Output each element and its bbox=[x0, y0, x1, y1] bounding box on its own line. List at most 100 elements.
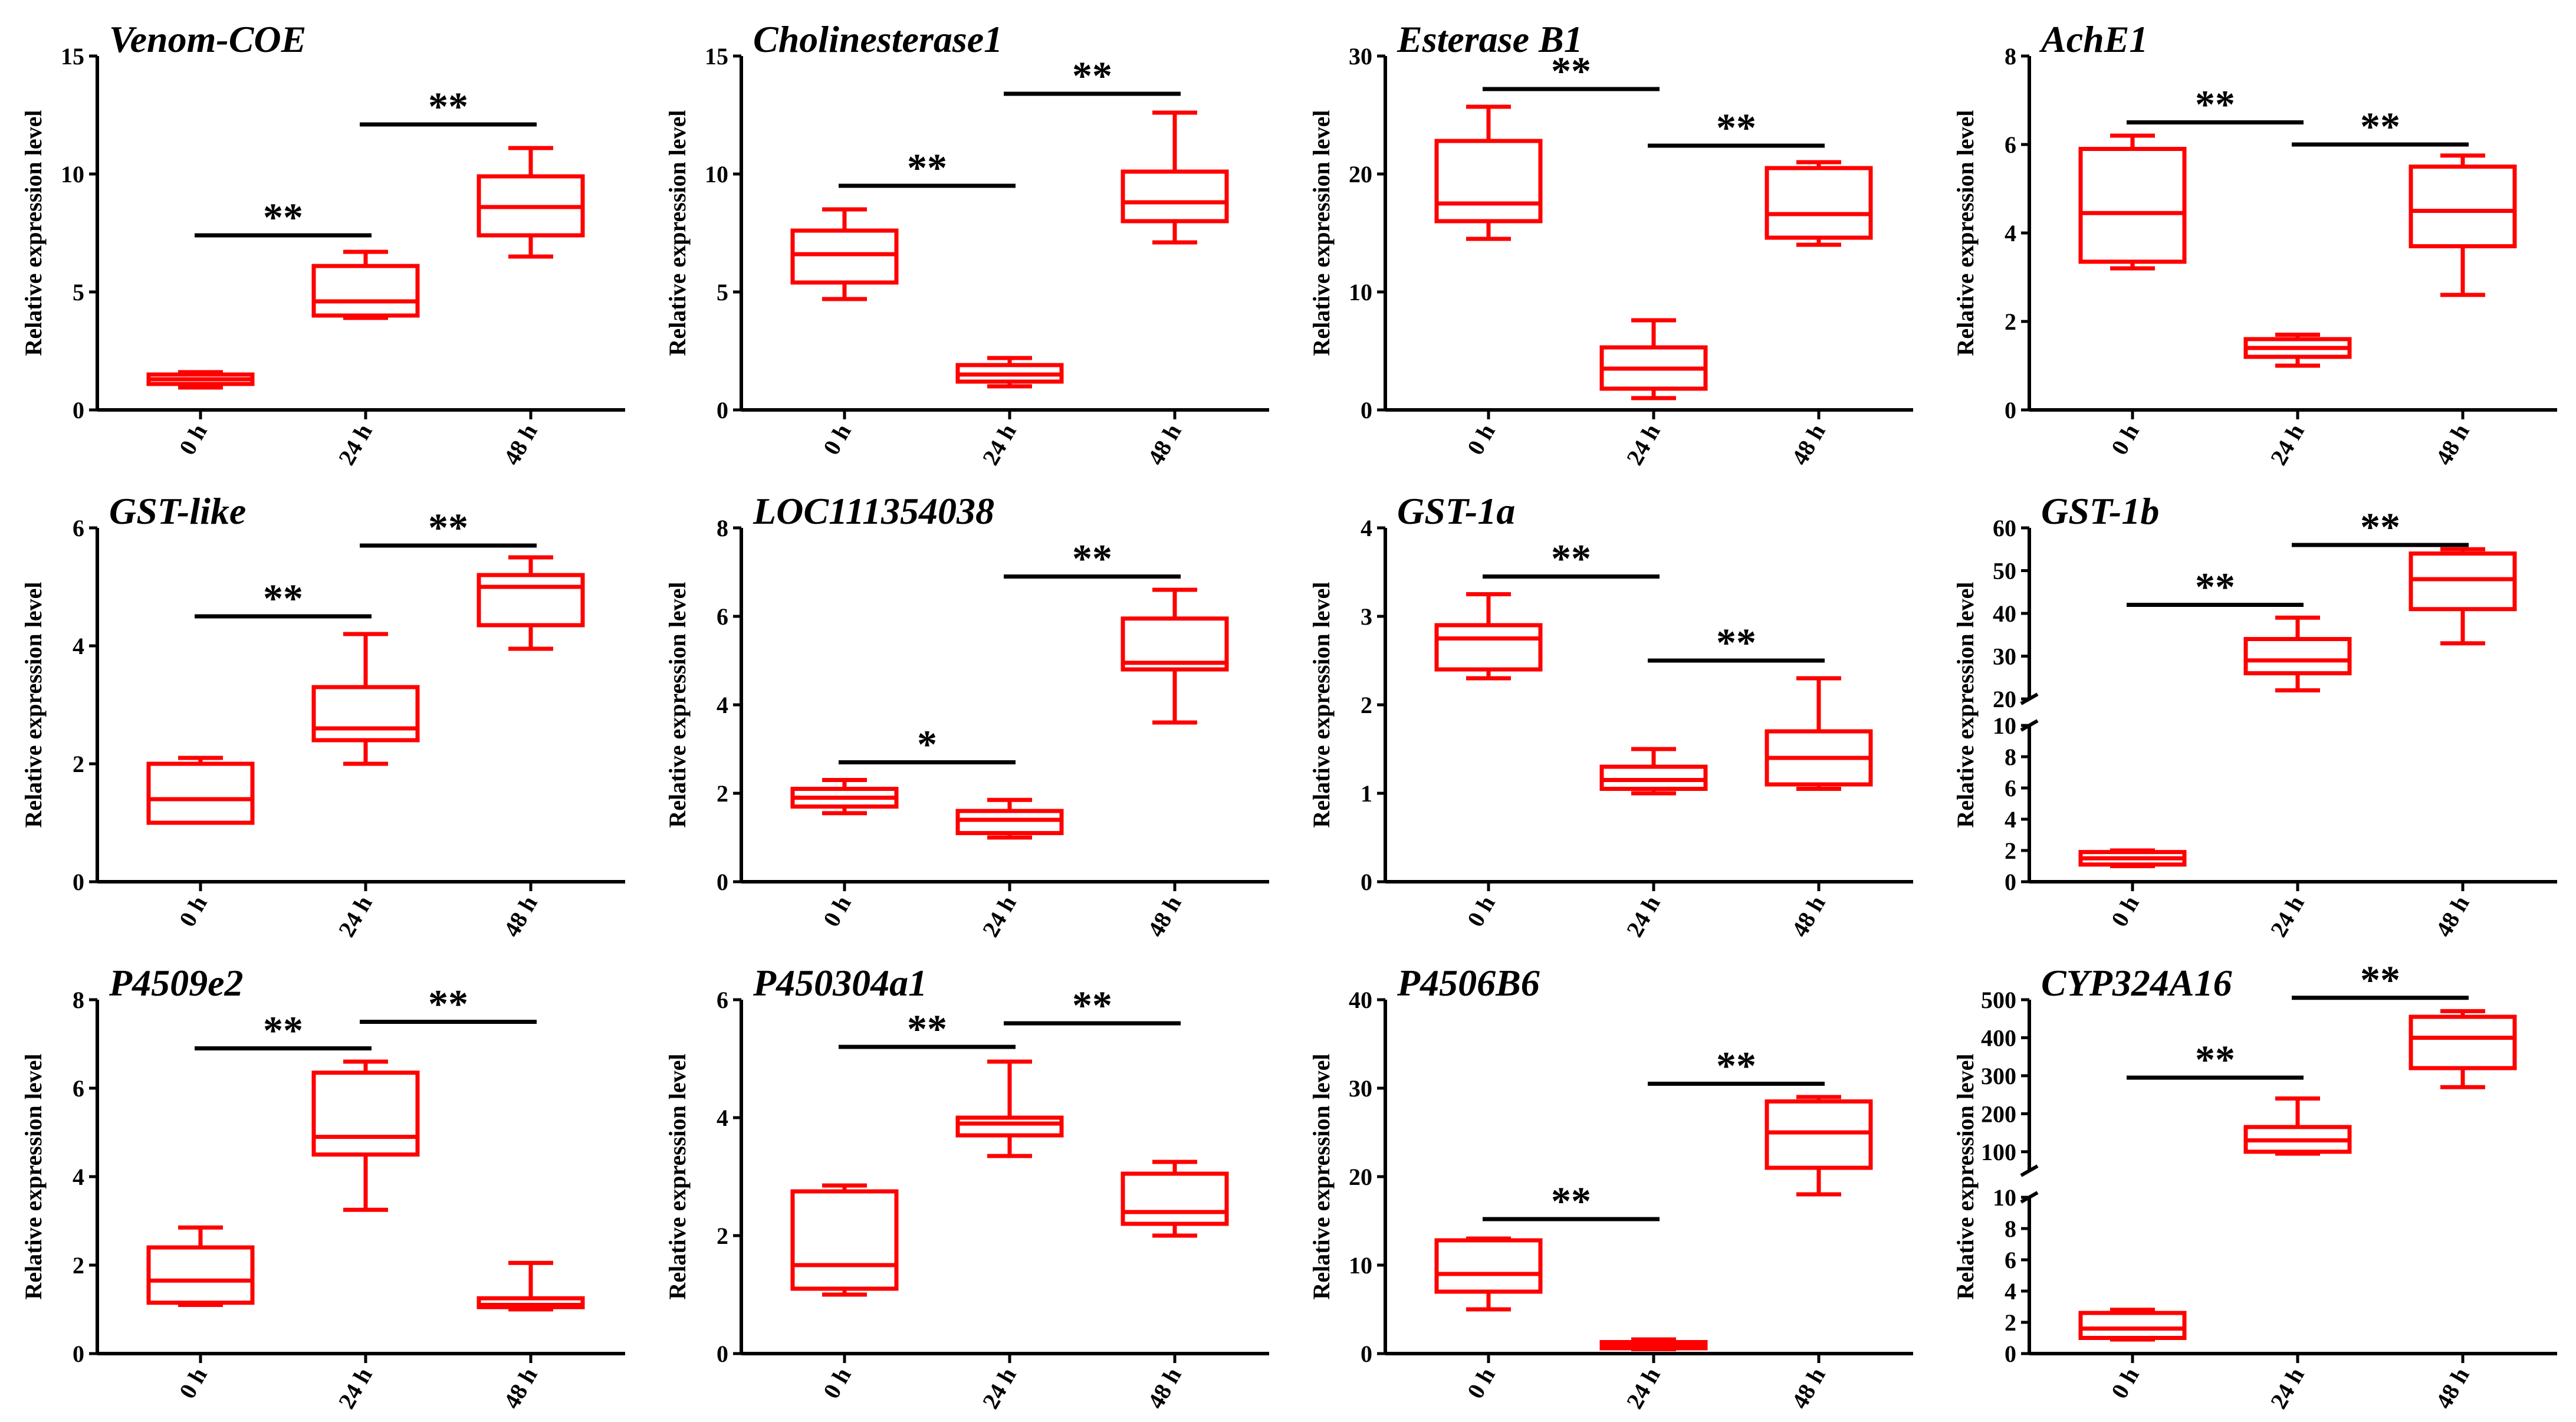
x-tick-label: 0 h bbox=[2106, 1363, 2144, 1403]
y-axis-label: Relative expression level bbox=[664, 582, 691, 828]
y-tick-label: 8 bbox=[2005, 1216, 2016, 1242]
x-tick-label: 0 h bbox=[818, 419, 856, 459]
chart-title: P4509e2 bbox=[109, 962, 244, 1004]
box-0h bbox=[2078, 848, 2187, 868]
y-tick-label: 4 bbox=[1361, 515, 1372, 541]
y-axis-label: Relative expression level bbox=[1952, 110, 1979, 356]
box-48h bbox=[1121, 587, 1229, 725]
y-tick-label: 30 bbox=[1993, 643, 2016, 670]
x-tick-label: 24 h bbox=[333, 891, 377, 941]
box-24h bbox=[2243, 615, 2352, 692]
significance-label: ** bbox=[1551, 1178, 1591, 1223]
y-tick-label: 0 bbox=[717, 1341, 728, 1367]
y-tick-label: 4 bbox=[73, 633, 84, 659]
y-tick-label: 6 bbox=[73, 515, 84, 541]
x-tick-label: 24 h bbox=[2265, 891, 2309, 941]
iqr-box bbox=[2409, 551, 2517, 612]
significance-label: ** bbox=[263, 1008, 303, 1053]
y-tick-label: 500 bbox=[1981, 987, 2016, 1013]
y-tick-label: 0 bbox=[73, 869, 84, 895]
y-tick-label: 20 bbox=[1349, 161, 1372, 188]
x-tick-label: 48 h bbox=[1786, 419, 1831, 469]
y-tick-label: 0 bbox=[2005, 869, 2016, 895]
y-tick-label: 20 bbox=[1349, 1164, 1372, 1190]
x-tick-label: 24 h bbox=[1621, 1363, 1665, 1413]
chart-panel-1: 0 5 10 15 Relative expression level Venom-COE… bbox=[20, 18, 625, 469]
y-tick-label: 15 bbox=[705, 43, 728, 70]
axis-break-mark bbox=[2020, 1164, 2039, 1177]
chart-panel-4: 0 2 4 6 8 Relative expression level AchE1 0 h 24… bbox=[1952, 18, 2557, 469]
y-tick-label: 6 bbox=[2005, 775, 2016, 802]
x-tick-label: 0 h bbox=[2106, 419, 2144, 459]
box-48h bbox=[2409, 1009, 2517, 1089]
y-tick-label: 5 bbox=[717, 279, 728, 306]
iqr-box bbox=[477, 1296, 585, 1309]
significance-label: ** bbox=[2360, 504, 2400, 549]
y-tick-label: 300 bbox=[1981, 1063, 2016, 1089]
x-tick-label: 0 h bbox=[1462, 891, 1500, 931]
iqr-box bbox=[1765, 1099, 1873, 1170]
y-tick-label: 4 bbox=[2005, 220, 2016, 247]
box-48h bbox=[1765, 676, 1873, 791]
y-tick-label: 3 bbox=[1361, 603, 1372, 630]
y-axis-label: Relative expression level bbox=[664, 1054, 691, 1300]
chart-panel-2: 0 5 10 15 Relative expression level Cholinest… bbox=[664, 18, 1269, 469]
box-24h bbox=[311, 1059, 420, 1212]
y-tick-label: 2 bbox=[2005, 838, 2016, 864]
x-tick-label: 24 h bbox=[977, 419, 1021, 469]
y-axis-label: Relative expression level bbox=[20, 582, 47, 828]
y-tick-label: 15 bbox=[61, 43, 84, 70]
chart-panel-10: 0 2 4 6 Relative expression level P450304a1 0 … bbox=[664, 962, 1269, 1413]
y-tick-label: 2 bbox=[717, 1223, 728, 1249]
x-tick-label: 0 h bbox=[1462, 419, 1500, 459]
chart-title: P450304a1 bbox=[753, 962, 927, 1004]
significance-label: ** bbox=[1716, 1043, 1756, 1088]
x-tick-label: 48 h bbox=[1786, 891, 1831, 941]
y-tick-label: 30 bbox=[1349, 43, 1372, 70]
y-tick-label: 4 bbox=[717, 692, 728, 718]
box-24h bbox=[955, 356, 1064, 389]
box-48h bbox=[2409, 153, 2517, 297]
box-0h bbox=[146, 1225, 255, 1307]
box-48h bbox=[1121, 110, 1229, 245]
iqr-box bbox=[1434, 1238, 1543, 1294]
iqr-box bbox=[146, 1245, 255, 1305]
x-tick-label: 0 h bbox=[818, 891, 856, 931]
significance-label: ** bbox=[428, 981, 468, 1026]
x-tick-label: 48 h bbox=[498, 891, 543, 941]
chart-panel-7: 0 1 2 3 4 Relative expression level GST-1a 0 h 2… bbox=[1308, 490, 1913, 941]
significance-label: ** bbox=[428, 505, 468, 550]
y-tick-label: 0 bbox=[1361, 869, 1372, 895]
y-axis-label: Relative expression level bbox=[664, 110, 691, 356]
x-tick-label: 0 h bbox=[2106, 891, 2144, 931]
significance-label: ** bbox=[1551, 536, 1591, 581]
significance-label: ** bbox=[2195, 1037, 2235, 1082]
y-tick-label: 10 bbox=[1349, 1252, 1372, 1279]
x-tick-label: 24 h bbox=[1621, 891, 1665, 941]
y-axis-label: Relative expression level bbox=[20, 1054, 47, 1300]
x-tick-label: 48 h bbox=[1786, 1363, 1831, 1413]
x-tick-label: 48 h bbox=[2430, 891, 2475, 941]
y-tick-label: 0 bbox=[717, 869, 728, 895]
significance-label: * bbox=[917, 722, 937, 767]
significance-label: ** bbox=[2360, 104, 2400, 149]
box-0h bbox=[790, 778, 899, 816]
iqr-box bbox=[955, 1115, 1064, 1138]
box-48h bbox=[2409, 547, 2517, 646]
significance-label: ** bbox=[1072, 536, 1112, 581]
y-tick-label: 2 bbox=[2005, 308, 2016, 335]
iqr-box bbox=[311, 1070, 420, 1157]
y-axis-label: Relative expression level bbox=[1308, 1054, 1335, 1300]
chart-panel-6: 0 2 4 6 8 Relative expression level LOC1113540… bbox=[664, 490, 1269, 941]
x-tick-label: 24 h bbox=[333, 1363, 377, 1413]
y-tick-label: 2 bbox=[1361, 692, 1372, 718]
iqr-box bbox=[146, 761, 255, 825]
significance-label: ** bbox=[428, 84, 468, 129]
box-0h bbox=[790, 207, 899, 301]
y-tick-label: 4 bbox=[2005, 806, 2016, 833]
box-48h bbox=[477, 1260, 585, 1312]
y-tick-label: 2 bbox=[73, 1252, 84, 1279]
x-tick-label: 48 h bbox=[1142, 1363, 1187, 1413]
